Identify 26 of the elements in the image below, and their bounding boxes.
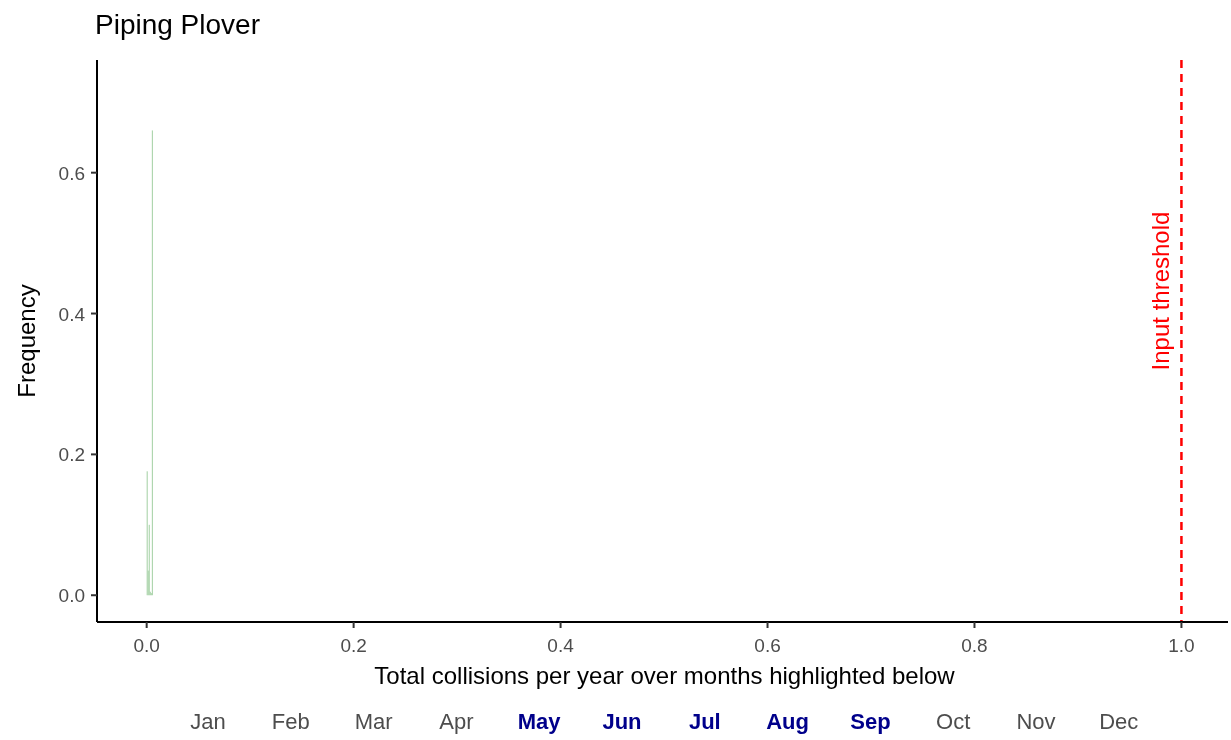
text: Jul bbox=[688, 709, 721, 734]
x-tick-label: 0.6 bbox=[754, 635, 781, 656]
y-tick-label: 0.2 bbox=[58, 444, 85, 466]
text: Oct bbox=[936, 709, 971, 734]
x-axis-title: Total collisions per year over months highlighted below bbox=[374, 662, 956, 689]
text: Aug bbox=[766, 709, 809, 734]
text: Jun bbox=[602, 709, 642, 734]
x-tick-label: 0.8 bbox=[961, 635, 988, 656]
ref-line-label: Input threshold bbox=[1147, 211, 1175, 371]
text: Jan bbox=[190, 709, 226, 734]
x-tick-label: 0.4 bbox=[547, 635, 575, 656]
text: Dec bbox=[1099, 709, 1139, 734]
x-tick-label: 0.0 bbox=[133, 635, 160, 656]
y-tick-label: 0.4 bbox=[58, 303, 86, 325]
text: Apr bbox=[439, 709, 474, 734]
y-axis-title: Frequency bbox=[13, 284, 40, 398]
text: Feb bbox=[271, 709, 310, 734]
y-tick-label: 0.6 bbox=[58, 162, 85, 184]
x-tick-label: 1.0 bbox=[1168, 635, 1195, 656]
text: Sep bbox=[850, 709, 891, 734]
chart-title: Piping Plover bbox=[95, 9, 260, 40]
text: May bbox=[517, 709, 562, 734]
x-tick-label: 0.2 bbox=[340, 635, 367, 656]
y-tick-label: 0.0 bbox=[58, 585, 85, 607]
text: Mar bbox=[354, 709, 393, 734]
text: Nov bbox=[1016, 709, 1056, 734]
